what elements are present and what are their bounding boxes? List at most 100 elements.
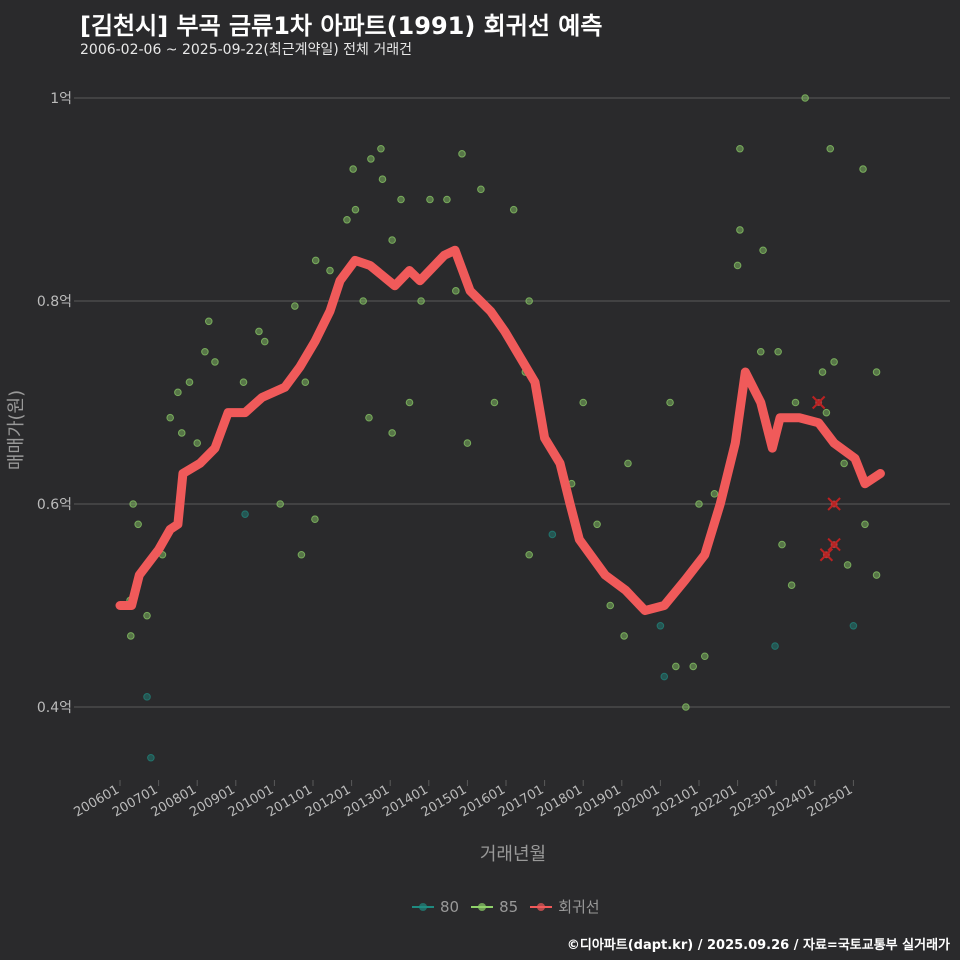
- data-point-85: [311, 515, 319, 524]
- data-point-85: [843, 561, 852, 569]
- data-point-85: [579, 398, 588, 407]
- data-point-85: [174, 388, 182, 397]
- legend-label: 85: [499, 897, 519, 916]
- data-point-85: [736, 226, 744, 234]
- data-point-85: [255, 327, 263, 336]
- data-point-85: [818, 368, 827, 376]
- data-point-85: [830, 358, 838, 366]
- legend-key-icon: [471, 902, 494, 911]
- data-point-85: [311, 256, 320, 265]
- data-point-85: [367, 155, 375, 163]
- data-point-85: [129, 500, 137, 508]
- data-point-85: [201, 347, 209, 356]
- data-point-80: [660, 672, 669, 681]
- data-point-85: [365, 413, 373, 422]
- legend-label: 회귀선: [558, 898, 600, 916]
- data-point-85: [349, 165, 357, 173]
- data-point-85: [791, 398, 800, 407]
- data-point-85: [509, 205, 518, 214]
- data-point-85: [458, 150, 466, 158]
- data-point-85: [193, 439, 201, 447]
- data-point-85: [405, 398, 414, 407]
- data-point-85: [326, 266, 334, 275]
- data-point-85: [606, 601, 615, 610]
- legend-key-icon: [412, 902, 434, 911]
- legend-label: 80: [440, 897, 460, 916]
- x-axis-title: 거래년월: [480, 844, 546, 865]
- data-point-85: [689, 662, 698, 671]
- data-point-85: [343, 216, 351, 224]
- data-point-85: [872, 368, 881, 376]
- data-point-85: [463, 439, 472, 447]
- data-point-80: [849, 622, 858, 630]
- data-point-85: [477, 185, 485, 194]
- data-point-85: [710, 490, 719, 498]
- data-point-85: [134, 520, 142, 529]
- data-point-85: [525, 550, 533, 559]
- data-point-85: [166, 413, 174, 422]
- data-point-85: [388, 236, 396, 244]
- data-point-85: [826, 144, 835, 153]
- data-point-85: [593, 520, 601, 529]
- footer-credit: ©디아파트(dapt.kr) / 2025.09.26 / 자료=국토교통부 실…: [566, 938, 950, 953]
- data-point-85: [177, 429, 186, 437]
- data-point-80: [548, 530, 557, 539]
- legend: 80 85 회귀선: [412, 896, 604, 917]
- data-point-85: [695, 500, 703, 508]
- data-point-85: [143, 611, 151, 620]
- data-point-85: [297, 550, 306, 559]
- data-point-85: [443, 195, 451, 204]
- data-point-85: [620, 632, 628, 640]
- data-point-80: [656, 622, 665, 630]
- data-point-85: [127, 632, 135, 640]
- data-point-85: [260, 337, 269, 346]
- data-point-85: [397, 195, 405, 204]
- chart-subtitle: 2006-02-06 ~ 2025-09-22(최근계약일) 전체 거래건: [80, 42, 412, 58]
- legend-item: 80: [412, 898, 459, 916]
- data-point-85: [822, 408, 831, 417]
- data-point-85: [787, 581, 796, 590]
- y-tick-label: 0.8억: [37, 294, 72, 310]
- data-point-85: [861, 520, 869, 529]
- data-point-85: [774, 347, 782, 356]
- data-point-85: [388, 429, 396, 437]
- data-point-85: [378, 175, 387, 183]
- legend-item: 85: [471, 898, 518, 916]
- data-point-85: [359, 297, 367, 305]
- data-point-85: [666, 398, 674, 407]
- chart-title: [김천시] 부곡 금류1차 아파트(1991) 회귀선 예측: [80, 12, 603, 40]
- data-point-85: [859, 165, 867, 173]
- data-point-85: [624, 459, 632, 468]
- data-point-85: [276, 500, 284, 508]
- data-point-85: [204, 317, 213, 326]
- legend-key-icon: [530, 902, 553, 911]
- regression-line: [115, 245, 885, 616]
- data-point-85: [700, 652, 709, 661]
- data-point-85: [801, 94, 809, 102]
- data-point-85: [239, 378, 248, 387]
- data-point-85: [377, 144, 385, 153]
- data-point-85: [525, 297, 533, 305]
- y-tick-label: 0.6억: [37, 497, 72, 513]
- data-point-85: [417, 297, 425, 305]
- data-point-85: [452, 287, 460, 295]
- data-point-85: [211, 358, 219, 366]
- data-point-80: [147, 753, 155, 762]
- y-axis-title: 매매가(원): [6, 390, 27, 470]
- data-point-85: [301, 378, 310, 387]
- data-point-85: [759, 246, 767, 255]
- predicted-x-marker: [811, 395, 826, 410]
- data-point-85: [756, 347, 765, 356]
- data-point-85: [672, 662, 680, 671]
- data-point-85: [291, 302, 299, 310]
- predicted-x-marker: [819, 548, 834, 562]
- data-point-80: [241, 510, 249, 518]
- y-tick-label: 1억: [50, 91, 72, 107]
- predicted-x-marker: [827, 497, 841, 511]
- predicted-x-marker: [827, 537, 841, 552]
- y-tick-label: 0.4억: [37, 700, 72, 716]
- data-point-85: [840, 459, 848, 468]
- data-point-85: [682, 703, 690, 711]
